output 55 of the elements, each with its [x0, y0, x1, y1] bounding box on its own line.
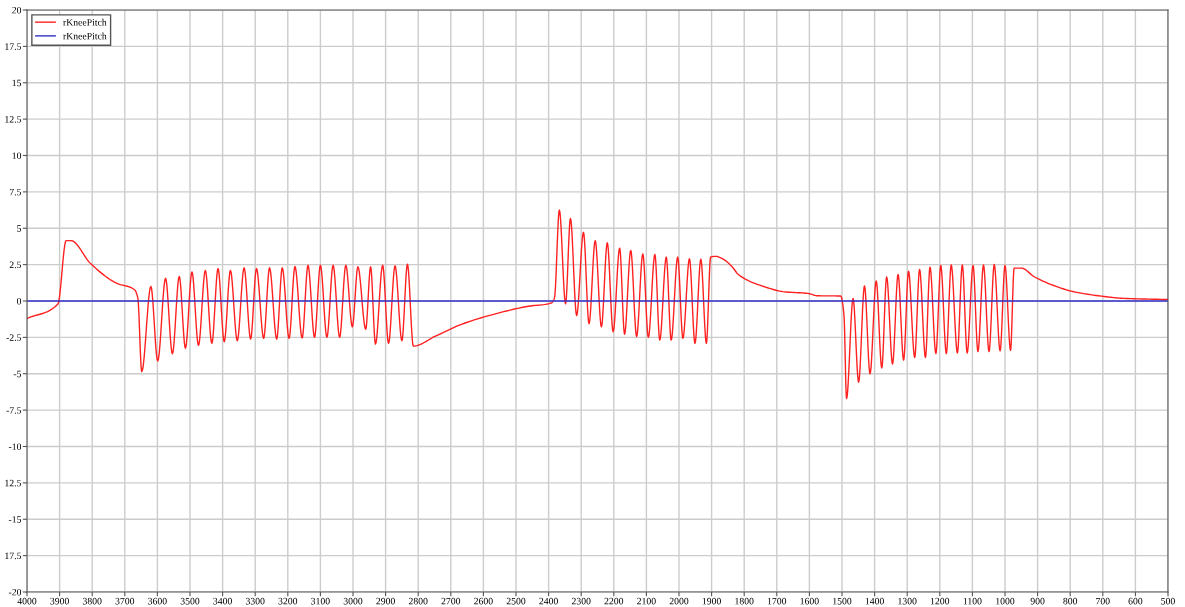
x-tick-label: 1400 — [865, 597, 884, 605]
x-tick-label: 4000 — [17, 597, 37, 605]
x-tick-label: 1600 — [800, 597, 819, 605]
x-tick-label: 2400 — [539, 597, 558, 605]
x-tick-label: 600 — [1128, 597, 1143, 605]
x-tick-label: 3300 — [245, 597, 265, 605]
x-tick-label: 2800 — [408, 597, 428, 605]
legend-label: rKneePitch — [63, 32, 107, 40]
x-tick-label: 3200 — [278, 597, 298, 605]
x-tick-label: 3100 — [311, 597, 330, 605]
x-tick-label: 1900 — [702, 597, 721, 605]
y-tick-label: -15 — [8, 516, 22, 523]
x-tick-label: 3600 — [148, 597, 167, 605]
y-tick-label: -7.5 — [6, 407, 22, 414]
x-tick-label: 2600 — [474, 597, 493, 605]
x-tick-label: 3900 — [50, 597, 69, 605]
y-tick-label: 17.5 — [5, 552, 22, 560]
y-tick-label: 17.5 — [5, 43, 22, 50]
x-tick-label: 500 — [1161, 597, 1175, 605]
y-tick-label: 5 — [17, 225, 22, 232]
y-tick-label: 0 — [16, 297, 22, 305]
x-tick-label: 3800 — [82, 597, 102, 605]
x-tick-label: 1300 — [898, 597, 917, 605]
x-tick-label: 1000 — [996, 597, 1015, 605]
y-tick-label: -20 — [8, 588, 22, 596]
y-tick-label: 2.5 — [9, 261, 22, 269]
x-tick-label: 700 — [1096, 597, 1110, 605]
x-tick-label: 2100 — [637, 597, 656, 605]
x-tick-label: 900 — [1030, 597, 1045, 605]
y-tick-label: -5 — [13, 370, 22, 378]
y-tick-label: 20 — [12, 6, 22, 14]
x-tick-label: 2700 — [441, 597, 461, 605]
y-tick-label: -2.5 — [6, 334, 22, 341]
x-tick-label: 3500 — [180, 597, 200, 605]
y-tick-label: 12.5 — [5, 116, 22, 123]
y-tick-label: 10 — [12, 152, 22, 159]
x-tick-label: 2900 — [376, 597, 395, 605]
x-tick-label: 2300 — [571, 597, 591, 605]
legend-label: rKneePitch — [63, 18, 107, 26]
y-tick-label: 15 — [12, 79, 22, 87]
x-tick-label: 1100 — [963, 597, 982, 605]
x-tick-label: 3400 — [213, 597, 232, 605]
x-tick-label: 3000 — [343, 597, 363, 605]
y-tick-label: -10 — [8, 443, 22, 450]
x-tick-label: 800 — [1063, 597, 1078, 605]
y-tick-label: 12.5 — [5, 479, 22, 487]
x-tick-label: 2200 — [604, 597, 624, 605]
x-tick-label: 3700 — [115, 597, 135, 605]
x-tick-label: 1700 — [767, 597, 787, 605]
x-tick-label: 1800 — [735, 597, 754, 605]
y-tick-label: 7.5 — [9, 188, 22, 196]
x-tick-label: 2000 — [669, 597, 689, 605]
x-tick-label: 1500 — [833, 597, 852, 605]
x-tick-label: 1200 — [930, 597, 950, 605]
x-tick-label: 2500 — [506, 597, 526, 605]
